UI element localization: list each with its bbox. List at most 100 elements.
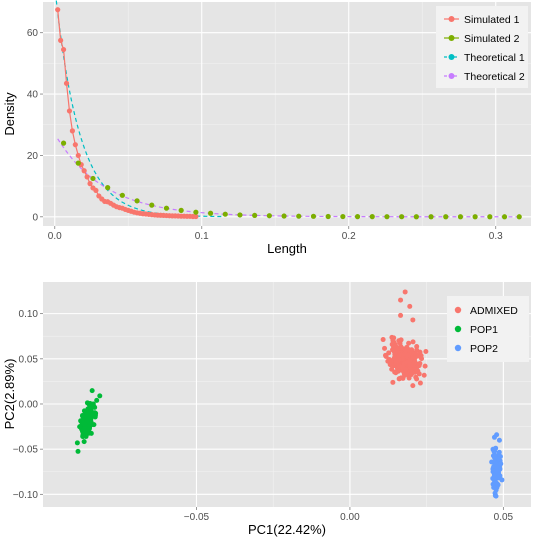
data-point-admixed: [393, 358, 399, 364]
data-point-admixed: [410, 339, 416, 345]
data-point-simulated-1: [87, 181, 93, 187]
data-point-pop2: [496, 449, 502, 455]
data-point-admixed: [389, 366, 395, 372]
data-point-simulated-2: [472, 214, 478, 220]
data-point-simulated-1: [55, 7, 61, 13]
density-y-ticks: 0 20 40 60: [27, 28, 43, 223]
density-x-tick-label: 0.3: [489, 231, 503, 242]
data-point-simulated-2: [369, 214, 375, 220]
data-point-simulated-2: [222, 211, 228, 217]
data-point-simulated-1: [75, 152, 81, 159]
data-point-simulated-2: [134, 198, 140, 204]
density-y-tick-label: 0: [32, 212, 38, 223]
data-point-admixed: [407, 303, 413, 309]
data-point-admixed: [383, 354, 389, 359]
density-legend: Simulated 1 Simulated 2 Theoretical 1 Th…: [436, 6, 528, 88]
data-point-pop1: [79, 413, 85, 419]
data-point-simulated-2: [105, 185, 111, 191]
density-x-tick-label: 0.0: [48, 231, 62, 242]
data-point-admixed: [410, 383, 416, 389]
data-point-simulated-1: [93, 187, 99, 194]
data-point-pop1: [86, 426, 92, 432]
data-point-simulated-1: [81, 168, 87, 174]
density-x-axis-label: Length: [267, 241, 307, 256]
pca-y-tick-label: 0.00: [19, 399, 39, 410]
legend-key-simulated-2-point: [448, 35, 455, 41]
data-point-admixed: [423, 349, 429, 355]
data-point-admixed: [410, 317, 416, 323]
pca-x-tick-label: 0.05: [494, 512, 514, 523]
data-point-admixed: [387, 362, 393, 368]
data-point-admixed: [417, 360, 423, 366]
data-point-pop1: [80, 417, 86, 423]
data-point-pop1: [75, 448, 81, 454]
data-point-pop1: [82, 427, 88, 433]
pca-x-tick-label: −0.05: [184, 512, 210, 523]
data-point-admixed: [398, 297, 404, 303]
density-gridlines: [43, 2, 531, 226]
data-point-pop1: [80, 433, 86, 439]
data-point-pop2: [492, 474, 498, 480]
data-point-pop1: [87, 409, 93, 415]
data-point-admixed: [422, 363, 428, 369]
data-point-pop2: [494, 468, 500, 474]
data-point-admixed: [382, 345, 388, 351]
data-point-simulated-1: [69, 128, 75, 134]
data-point-admixed: [417, 380, 423, 386]
data-point-pop2: [496, 456, 502, 462]
data-point-pop2: [492, 453, 498, 459]
data-point-simulated-2: [296, 213, 302, 219]
density-y-tick-label: 40: [27, 90, 39, 101]
data-point-admixed: [406, 375, 412, 381]
data-point-pop2: [493, 445, 499, 451]
pca-x-ticks: −0.05 0.00 0.05: [184, 507, 514, 523]
legend-item-theoretical-2: Theoretical 2: [444, 71, 525, 83]
data-point-simulated-2: [457, 214, 464, 220]
data-point-pop1: [94, 397, 100, 403]
data-point-admixed: [407, 362, 413, 368]
data-point-admixed: [393, 369, 399, 375]
data-point-simulated-2: [193, 209, 199, 215]
data-point-admixed: [403, 367, 409, 373]
data-point-simulated-1: [193, 213, 199, 220]
data-point-admixed: [400, 375, 406, 381]
data-point-admixed: [414, 347, 420, 353]
data-point-simulated-1: [66, 108, 73, 114]
data-point-admixed: [396, 376, 402, 382]
data-point-admixed: [402, 289, 408, 295]
legend-item-pop2: POP2: [454, 343, 498, 355]
data-point-admixed: [407, 358, 413, 364]
data-point-admixed: [409, 369, 415, 375]
data-point-pop1: [84, 418, 90, 424]
density-x-ticks: 0.0 0.1 0.2 0.3: [48, 226, 503, 242]
data-point-pop1: [97, 393, 103, 399]
data-point-admixed: [380, 337, 386, 343]
legend-key-pop1: [454, 325, 462, 333]
data-point-simulated-2: [237, 212, 243, 218]
pca-y-tick-label: 0.10: [19, 309, 39, 320]
density-y-axis-label: Density: [2, 92, 17, 136]
legend-item-theoretical-1: Theoretical 1: [444, 52, 525, 64]
pca-x-axis-label: PC1(22.42%): [248, 522, 326, 537]
density-chart: 0.0 0.1 0.2 0.3 0 20 40 60 Length Densit…: [2, 0, 531, 256]
data-point-simulated-2: [399, 214, 405, 220]
data-point-pop2: [494, 432, 500, 438]
legend-key-admixed: [454, 306, 462, 314]
legend-label: Theoretical 2: [464, 71, 525, 83]
data-point-pop2: [496, 437, 502, 443]
pca-x-tick-label: 0.00: [340, 512, 360, 523]
legend-key-theoretical-2-point: [448, 73, 455, 79]
pca-legend: ADMIXED POP1 POP2: [447, 296, 529, 362]
data-point-simulated-1: [60, 46, 67, 53]
density-series-layer: [55, 0, 522, 220]
density-x-tick-label: 0.2: [342, 231, 356, 242]
data-point-simulated-2: [252, 212, 258, 219]
data-point-pop1: [81, 439, 87, 445]
data-point-simulated-2: [325, 213, 331, 220]
data-point-simulated-1: [58, 37, 64, 43]
data-point-simulated-1: [84, 174, 90, 180]
data-point-admixed: [386, 350, 392, 356]
data-point-simulated-2: [340, 213, 346, 220]
data-point-pop1: [92, 414, 98, 420]
